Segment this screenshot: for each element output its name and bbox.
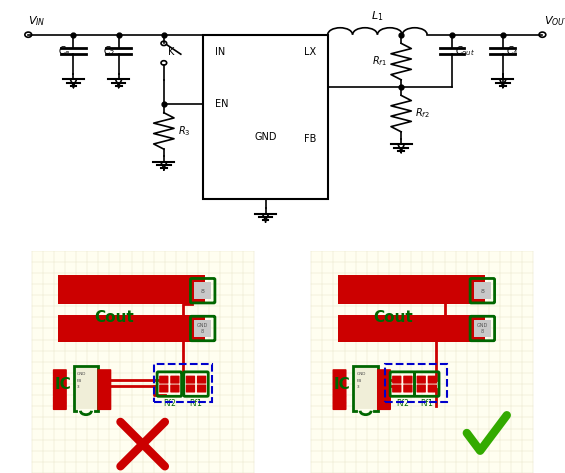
FancyBboxPatch shape <box>197 385 206 393</box>
Bar <box>203 35 328 200</box>
FancyBboxPatch shape <box>333 389 346 397</box>
Text: Cout: Cout <box>373 310 414 325</box>
Text: $R_3$: $R_3$ <box>178 124 190 138</box>
Text: $R_{f2}$: $R_{f2}$ <box>415 107 430 121</box>
FancyBboxPatch shape <box>97 389 111 397</box>
Text: IC: IC <box>334 377 351 392</box>
Text: Rf1: Rf1 <box>420 399 433 408</box>
Text: Cout: Cout <box>94 310 134 325</box>
Text: $C_2$: $C_2$ <box>103 44 116 58</box>
Text: $C_e$: $C_e$ <box>58 44 71 58</box>
Text: GND: GND <box>77 372 86 376</box>
Bar <box>154 364 211 402</box>
Text: $C_4$: $C_4$ <box>506 44 519 58</box>
FancyBboxPatch shape <box>377 389 391 397</box>
Text: K: K <box>168 47 175 57</box>
Bar <box>58 275 205 304</box>
FancyBboxPatch shape <box>403 376 412 384</box>
FancyBboxPatch shape <box>428 376 437 384</box>
Text: Rf2: Rf2 <box>396 399 408 408</box>
FancyBboxPatch shape <box>333 369 346 377</box>
FancyBboxPatch shape <box>97 396 111 403</box>
Text: 8: 8 <box>201 289 205 294</box>
Text: LX: LX <box>305 47 316 57</box>
FancyBboxPatch shape <box>377 403 391 410</box>
Text: FB: FB <box>304 134 316 144</box>
FancyBboxPatch shape <box>186 376 195 384</box>
FancyBboxPatch shape <box>159 376 168 384</box>
Text: 3: 3 <box>357 385 359 389</box>
FancyBboxPatch shape <box>53 369 67 377</box>
Text: GND: GND <box>254 132 277 142</box>
FancyBboxPatch shape <box>170 385 180 393</box>
Text: FB: FB <box>77 379 82 383</box>
FancyBboxPatch shape <box>53 403 67 410</box>
FancyBboxPatch shape <box>170 376 180 384</box>
FancyBboxPatch shape <box>377 383 391 390</box>
FancyBboxPatch shape <box>333 403 346 410</box>
FancyBboxPatch shape <box>159 385 168 393</box>
FancyBboxPatch shape <box>97 369 111 377</box>
Text: $L_1$: $L_1$ <box>371 9 384 23</box>
FancyBboxPatch shape <box>416 385 426 393</box>
Text: $V_{OUT}$: $V_{OUT}$ <box>544 14 565 28</box>
FancyBboxPatch shape <box>53 396 67 403</box>
Bar <box>354 366 378 411</box>
Bar <box>474 282 491 299</box>
Bar <box>58 315 205 342</box>
Text: Rf1: Rf1 <box>190 399 202 408</box>
FancyBboxPatch shape <box>403 385 412 393</box>
Bar <box>474 320 491 337</box>
FancyBboxPatch shape <box>428 385 437 393</box>
FancyBboxPatch shape <box>416 376 426 384</box>
Text: IN: IN <box>215 47 225 57</box>
FancyBboxPatch shape <box>53 376 67 384</box>
Text: $C_{out}$: $C_{out}$ <box>455 44 475 58</box>
Text: IC: IC <box>54 377 71 392</box>
Bar <box>74 366 98 411</box>
Bar <box>194 282 211 299</box>
FancyBboxPatch shape <box>377 369 391 377</box>
FancyBboxPatch shape <box>53 383 67 390</box>
FancyBboxPatch shape <box>97 383 111 390</box>
FancyBboxPatch shape <box>333 383 346 390</box>
Text: FB: FB <box>357 379 362 383</box>
Bar <box>311 251 533 473</box>
FancyBboxPatch shape <box>197 376 206 384</box>
Bar <box>338 315 485 342</box>
FancyBboxPatch shape <box>377 396 391 403</box>
Text: $V_{IN}$: $V_{IN}$ <box>28 14 46 28</box>
FancyBboxPatch shape <box>377 376 391 384</box>
Text: GND
8: GND 8 <box>197 323 208 334</box>
Text: EN: EN <box>215 99 228 109</box>
Text: GND
8: GND 8 <box>477 323 488 334</box>
Bar <box>194 320 211 337</box>
Bar <box>385 364 447 402</box>
Text: 3: 3 <box>77 385 80 389</box>
FancyBboxPatch shape <box>392 385 402 393</box>
Text: GND: GND <box>357 372 366 376</box>
Text: $R_{f1}$: $R_{f1}$ <box>372 55 387 69</box>
FancyBboxPatch shape <box>392 376 402 384</box>
FancyBboxPatch shape <box>53 389 67 397</box>
Text: 8: 8 <box>480 289 484 294</box>
FancyBboxPatch shape <box>333 396 346 403</box>
Bar <box>338 275 485 304</box>
Text: Rf2: Rf2 <box>163 399 176 408</box>
FancyBboxPatch shape <box>97 376 111 384</box>
FancyBboxPatch shape <box>333 376 346 384</box>
FancyBboxPatch shape <box>186 385 195 393</box>
Bar <box>32 251 254 473</box>
FancyBboxPatch shape <box>97 403 111 410</box>
